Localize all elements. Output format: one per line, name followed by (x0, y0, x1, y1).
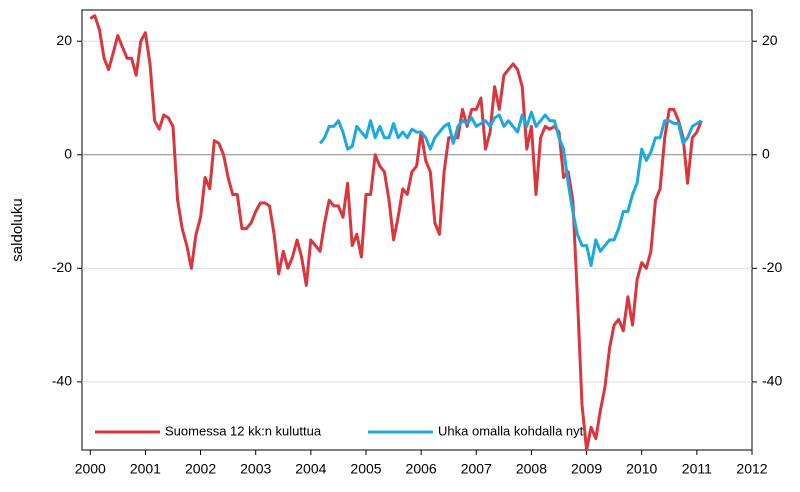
x-tick-label: 2010 (626, 461, 657, 477)
series-line (89, 14, 703, 452)
y2-tick-label: -40 (762, 373, 782, 389)
y-tick-label: -40 (52, 373, 72, 389)
x-tick-label: 2002 (185, 461, 216, 477)
y-tick-label: 0 (64, 145, 72, 161)
x-tick-label: 2001 (130, 461, 161, 477)
x-tick-label: 2007 (461, 461, 492, 477)
legend-label: Uhka omalla kohdalla nyt (438, 423, 584, 438)
x-tick-label: 2003 (240, 461, 271, 477)
y-tick-label: -20 (52, 259, 72, 275)
x-tick-label: 2008 (516, 461, 547, 477)
x-tick-label: 2000 (75, 461, 106, 477)
y2-tick-label: -20 (762, 259, 782, 275)
x-tick-label: 2012 (736, 461, 767, 477)
x-tick-label: 2005 (350, 461, 381, 477)
x-tick-label: 2004 (295, 461, 326, 477)
x-tick-label: 2006 (406, 461, 437, 477)
x-tick-label: 2011 (682, 461, 712, 477)
y-axis-label: saldoluku (9, 198, 26, 261)
y2-tick-label: 20 (762, 32, 778, 48)
plot-frame (81, 9, 753, 451)
y-tick-label: 20 (56, 32, 72, 48)
series-line (318, 110, 703, 267)
y2-tick-label: 0 (762, 145, 770, 161)
x-tick-label: 2009 (571, 461, 602, 477)
legend-label: Suomessa 12 kk:n kuluttua (165, 423, 322, 438)
